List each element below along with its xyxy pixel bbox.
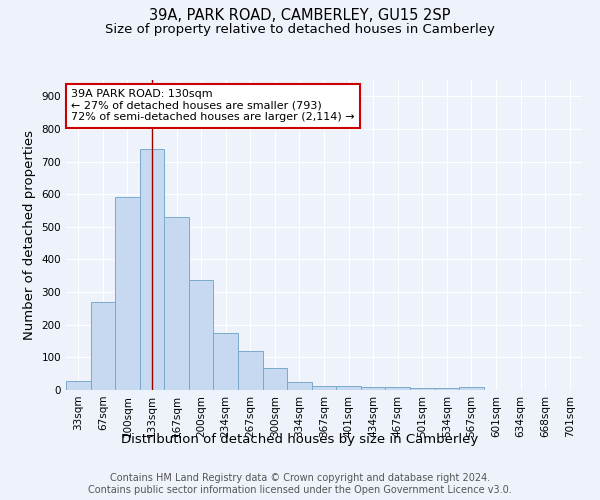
Bar (214, 333, 238, 390)
Bar (263, 368, 287, 390)
Bar (164, 217, 189, 390)
Bar (312, 386, 336, 390)
Text: Distribution of detached houses by size in Camberley: Distribution of detached houses by size … (121, 432, 479, 446)
Bar (91, 302, 115, 390)
Bar (336, 386, 361, 390)
Bar (238, 352, 263, 390)
Bar (459, 388, 484, 390)
Y-axis label: Number of detached properties: Number of detached properties (23, 130, 36, 340)
Text: Contains HM Land Registry data © Crown copyright and database right 2024.
Contai: Contains HM Land Registry data © Crown c… (88, 474, 512, 495)
Text: 39A, PARK ROAD, CAMBERLEY, GU15 2SP: 39A, PARK ROAD, CAMBERLEY, GU15 2SP (149, 8, 451, 22)
Bar (287, 382, 312, 390)
Bar (115, 198, 140, 390)
Bar (140, 148, 164, 390)
Bar (66, 381, 91, 390)
Bar (189, 280, 214, 390)
Bar (385, 388, 410, 390)
Text: 39A PARK ROAD: 130sqm
← 27% of detached houses are smaller (793)
72% of semi-det: 39A PARK ROAD: 130sqm ← 27% of detached … (71, 90, 355, 122)
Text: Size of property relative to detached houses in Camberley: Size of property relative to detached ho… (105, 22, 495, 36)
Bar (361, 386, 385, 390)
Bar (434, 388, 459, 390)
Bar (410, 388, 434, 390)
